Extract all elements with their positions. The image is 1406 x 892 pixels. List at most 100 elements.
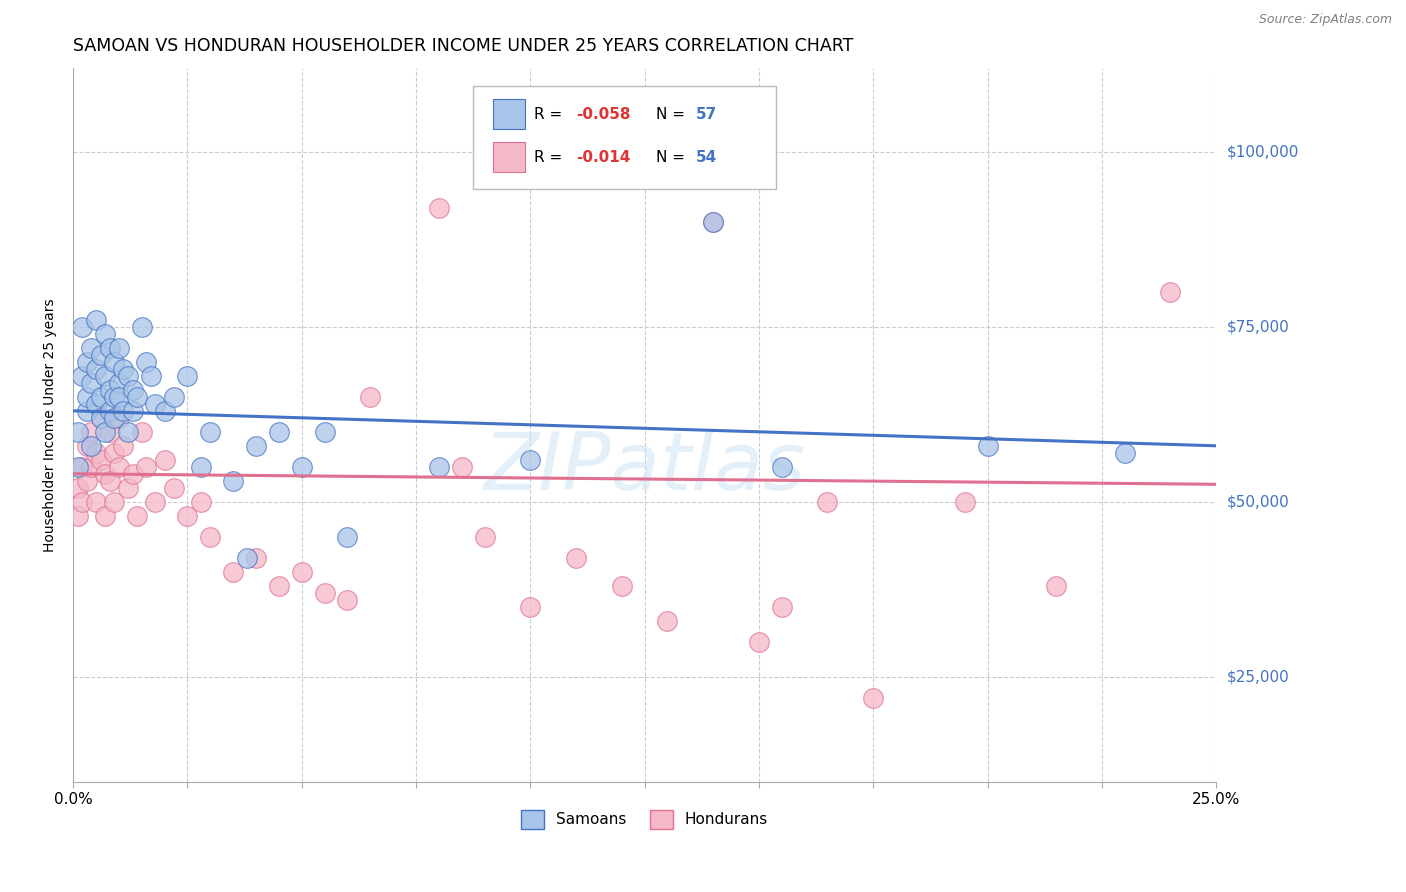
Point [314,586,336,600]
Point [190,495,212,509]
Text: -0.014: -0.014 [576,150,630,165]
Text: ZIPatlas: ZIPatlas [484,429,806,507]
Bar [492,99,524,129]
Point [94,326,117,341]
Point [103,355,125,369]
Point [66,481,89,495]
Point [145,397,167,411]
Point [94,467,117,481]
Point [76,355,98,369]
Text: -0.058: -0.058 [576,107,630,122]
Point [94,508,117,523]
Point [84,495,107,509]
Point [80,376,103,390]
Text: N =: N = [657,107,690,122]
Point [862,690,884,705]
Point [112,361,135,376]
Point [176,368,198,383]
Point [108,459,131,474]
Point [519,599,541,614]
Point [103,446,125,460]
Point [127,390,149,404]
Point [610,579,633,593]
Point [89,452,111,467]
Point [98,341,121,355]
Point [103,495,125,509]
Point [131,425,153,439]
Point [66,459,89,474]
Point [103,390,125,404]
Point [94,368,117,383]
Point [84,361,107,376]
Text: 54: 54 [696,150,717,165]
Point [98,404,121,418]
Text: R =: R = [534,150,567,165]
Point [236,550,259,565]
Point [89,410,111,425]
Point [108,390,131,404]
Point [267,425,290,439]
Point [474,530,496,544]
Point [427,201,450,215]
Point [336,530,359,544]
Point [770,599,793,614]
Point [1159,285,1181,299]
Point [1114,446,1136,460]
Point [131,319,153,334]
Point [108,376,131,390]
Point [519,452,541,467]
Point [121,404,143,418]
Point [1045,579,1067,593]
Point [153,452,176,467]
Point [200,425,222,439]
Point [98,383,121,397]
Point [117,425,139,439]
Point [89,348,111,362]
Point [200,530,222,544]
Point [66,425,89,439]
Point [176,508,198,523]
Point [976,439,998,453]
Text: $100,000: $100,000 [1227,145,1299,160]
Point [139,368,162,383]
Point [76,474,98,488]
Point [222,474,245,488]
Point [565,550,588,565]
Point [121,383,143,397]
Text: $25,000: $25,000 [1227,669,1289,684]
Point [359,390,381,404]
Point [84,313,107,327]
Point [108,410,131,425]
Point [245,550,267,565]
Point [245,439,267,453]
Point [84,397,107,411]
FancyBboxPatch shape [474,86,776,189]
Point [135,355,157,369]
Point [953,495,976,509]
Text: SAMOAN VS HONDURAN HOUSEHOLDER INCOME UNDER 25 YEARS CORRELATION CHART: SAMOAN VS HONDURAN HOUSEHOLDER INCOME UN… [73,37,853,55]
Y-axis label: Householder Income Under 25 years: Householder Income Under 25 years [44,298,58,551]
Text: R =: R = [534,107,567,122]
Point [291,565,314,579]
Point [112,404,135,418]
Point [70,319,93,334]
Point [80,425,103,439]
Point [76,390,98,404]
Point [163,390,186,404]
Point [145,495,167,509]
Text: $50,000: $50,000 [1227,494,1289,509]
Text: Source: ZipAtlas.com: Source: ZipAtlas.com [1258,13,1392,27]
Point [108,341,131,355]
Point [702,215,724,229]
Point [98,425,121,439]
Point [89,390,111,404]
Point [70,459,93,474]
Point [94,425,117,439]
Point [336,592,359,607]
Point [121,467,143,481]
Point [80,341,103,355]
Point [427,459,450,474]
Point [66,508,89,523]
Point [702,215,724,229]
Point [817,495,839,509]
